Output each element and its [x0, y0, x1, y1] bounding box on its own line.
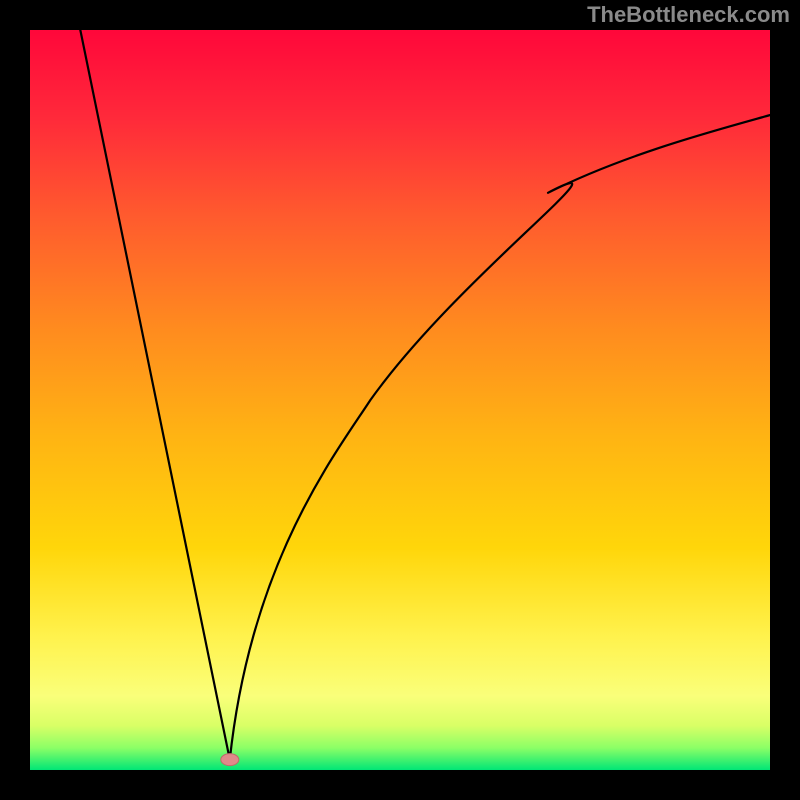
attribution-text: TheBottleneck.com: [587, 2, 790, 28]
bottleneck-curve: [80, 30, 770, 760]
optimal-point-marker: [221, 754, 239, 766]
chart-outer-frame: TheBottleneck.com: [0, 0, 800, 800]
plot-area: [30, 30, 770, 770]
curve-layer: [30, 30, 770, 770]
